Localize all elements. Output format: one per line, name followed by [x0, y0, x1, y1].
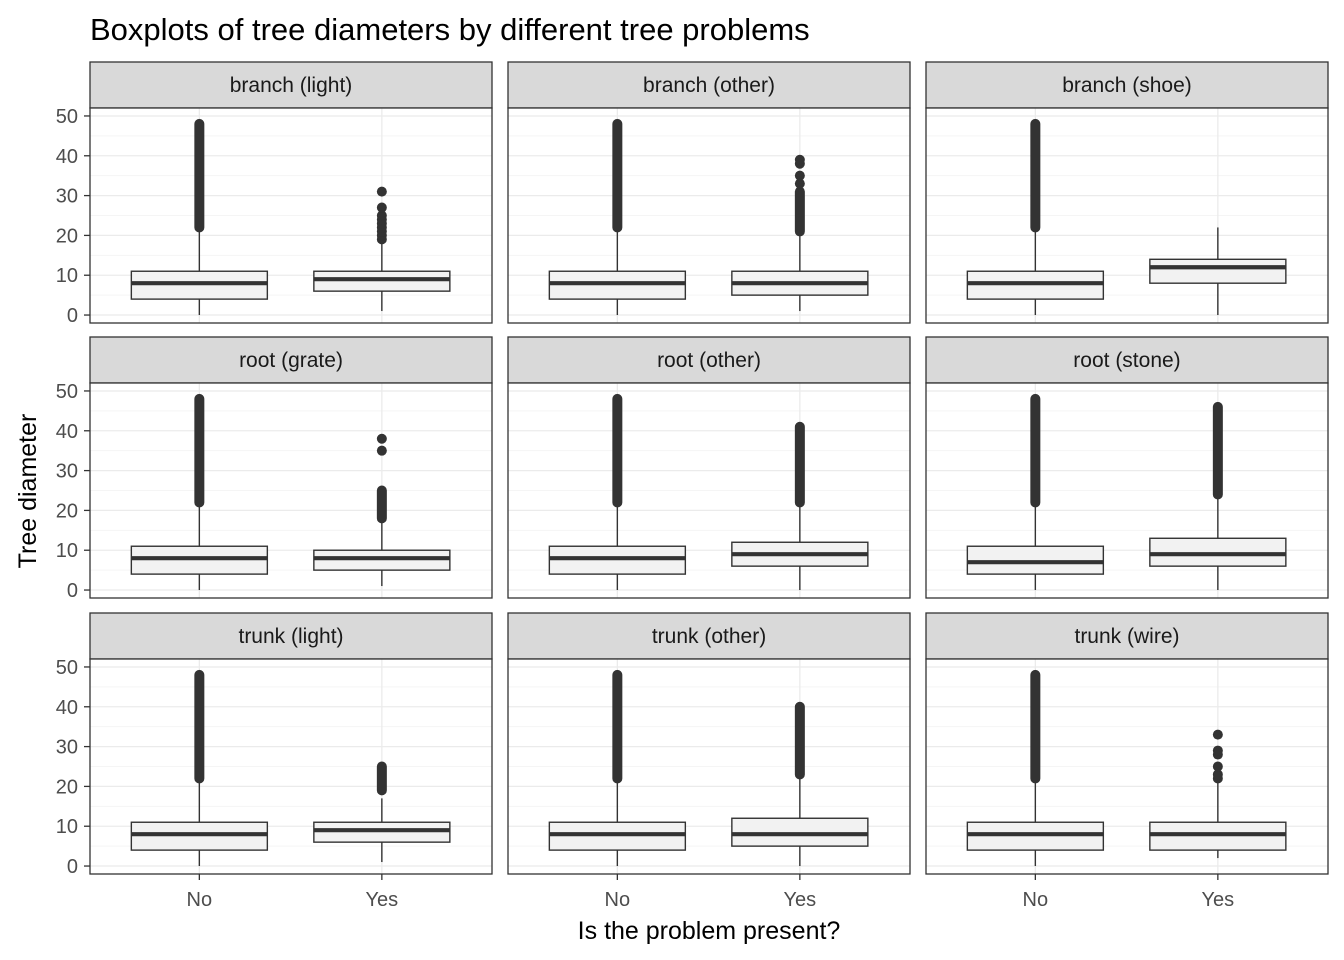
facet-strip-label: root (grate): [239, 349, 343, 372]
y-tick-label: 10: [56, 816, 78, 838]
y-tick-label: 20: [56, 776, 78, 798]
facet-strip-label: branch (shoe): [1062, 74, 1192, 97]
iqr-box: [1149, 258, 1287, 284]
chart-title: Boxplots of tree diameters by different …: [90, 12, 810, 47]
y-tick-label: 20: [56, 500, 78, 522]
boxplot-yes: [1149, 401, 1287, 591]
y-tick-label: 10: [56, 265, 78, 287]
facet-strip: [507, 61, 911, 109]
facet-strip-label: trunk (other): [652, 625, 766, 648]
y-tick-label: 40: [56, 421, 78, 443]
facet-panel: trunk (light) 0 10 20 30 40 50 No Yes: [56, 612, 493, 911]
y-tick-label: 10: [56, 540, 78, 562]
boxplot-yes: [1149, 729, 1287, 859]
boxplot-no: [548, 669, 687, 867]
outlier-point: [794, 154, 805, 165]
boxplot-no: [548, 393, 687, 591]
outlier-point: [1212, 769, 1223, 780]
panel-border: [925, 107, 1329, 324]
facet-strip: [89, 612, 493, 660]
y-tick-label: 20: [56, 225, 78, 247]
panel-border: [925, 658, 1329, 875]
boxplot-no: [966, 118, 1105, 316]
facet-panel: trunk (other) No Yes: [507, 612, 911, 911]
facet-panel: root (stone): [925, 336, 1329, 599]
facet-panel: trunk (wire) No Yes: [925, 612, 1329, 911]
x-tick-label: No: [187, 889, 213, 911]
y-tick-label: 50: [56, 657, 78, 679]
outlier-point: [1212, 745, 1223, 756]
facet-strip: [925, 336, 1329, 384]
boxplot-yes: [313, 433, 451, 587]
facet-panel: root (other): [507, 336, 911, 599]
y-tick-label: 0: [67, 580, 78, 602]
outlier-point: [1212, 729, 1223, 740]
panel-border: [507, 382, 911, 599]
facet-strip-label: trunk (wire): [1074, 625, 1179, 648]
outlier-point: [1212, 761, 1223, 772]
outlier-point: [376, 210, 387, 221]
x-tick-label: Yes: [1202, 889, 1235, 911]
outlier-point: [376, 445, 387, 456]
panel-border: [89, 107, 493, 324]
boxplot-yes: [313, 186, 451, 312]
panel-border: [89, 382, 493, 599]
y-tick-label: 30: [56, 737, 78, 759]
outlier-point: [794, 178, 805, 189]
outlier-point: [794, 170, 805, 181]
y-tick-label: 0: [67, 856, 78, 878]
boxplot-yes: [731, 421, 869, 591]
facet-panel: branch (light) 0 10 20 30 40 50: [56, 61, 493, 327]
boxplot-yes: [731, 701, 869, 867]
facet-panel: root (grate) 0 10 20 30 40 50: [56, 336, 493, 602]
boxplot-no: [966, 669, 1105, 867]
boxplot-no: [130, 669, 269, 867]
panel-border: [925, 382, 1329, 599]
facet-strip-label: root (other): [657, 349, 761, 372]
x-tick-label: Yes: [784, 889, 817, 911]
y-tick-label: 30: [56, 461, 78, 483]
outlier-point: [376, 202, 387, 213]
facet-grid: branch (light) 0 10 20 30 40 50 branch (other) b…: [56, 61, 1329, 911]
boxplot-no: [966, 393, 1105, 591]
boxplot-yes: [1149, 227, 1287, 316]
outlier-point: [376, 433, 387, 444]
y-axis-label: Tree diameter: [14, 414, 42, 569]
boxplot-no: [130, 118, 269, 316]
facet-strip-label: branch (light): [230, 74, 353, 97]
x-tick-label: Yes: [366, 889, 399, 911]
y-tick-label: 40: [56, 697, 78, 719]
y-tick-label: 30: [56, 186, 78, 208]
y-tick-label: 50: [56, 381, 78, 403]
y-tick-label: 40: [56, 146, 78, 168]
y-tick-label: 50: [56, 106, 78, 128]
facet-strip-label: branch (other): [643, 74, 775, 97]
facet-strip-label: root (stone): [1073, 349, 1180, 372]
facet-strip: [507, 336, 911, 384]
panel-border: [507, 658, 911, 875]
y-tick-label: 0: [67, 305, 78, 327]
facet-panel: branch (shoe): [925, 61, 1329, 324]
panel-border: [507, 107, 911, 324]
facet-strip-label: trunk (light): [238, 625, 343, 648]
boxplot-yes: [313, 761, 451, 863]
facet-strip: [89, 61, 493, 109]
facet-strip: [925, 61, 1329, 109]
panel-border: [89, 658, 493, 875]
boxplot-yes: [731, 154, 869, 312]
boxplot-no: [130, 393, 269, 591]
boxplot-no: [548, 118, 687, 316]
x-tick-label: No: [1023, 889, 1049, 911]
outlier-point: [376, 186, 387, 197]
facet-panel: branch (other): [507, 61, 911, 324]
facet-strip: [925, 612, 1329, 660]
x-axis-label: Is the problem present?: [578, 917, 841, 945]
x-tick-label: No: [605, 889, 631, 911]
